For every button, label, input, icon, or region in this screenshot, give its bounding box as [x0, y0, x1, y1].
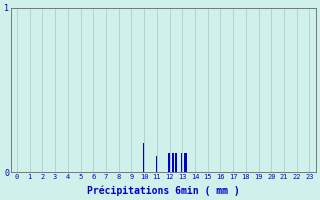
Bar [172, 153, 174, 172]
Bar [175, 153, 177, 172]
Bar [168, 153, 171, 172]
Bar [184, 153, 187, 172]
X-axis label: Précipitations 6min ( mm ): Précipitations 6min ( mm ) [87, 185, 240, 196]
Bar [143, 143, 145, 172]
Bar [156, 156, 158, 172]
Bar [181, 153, 183, 172]
